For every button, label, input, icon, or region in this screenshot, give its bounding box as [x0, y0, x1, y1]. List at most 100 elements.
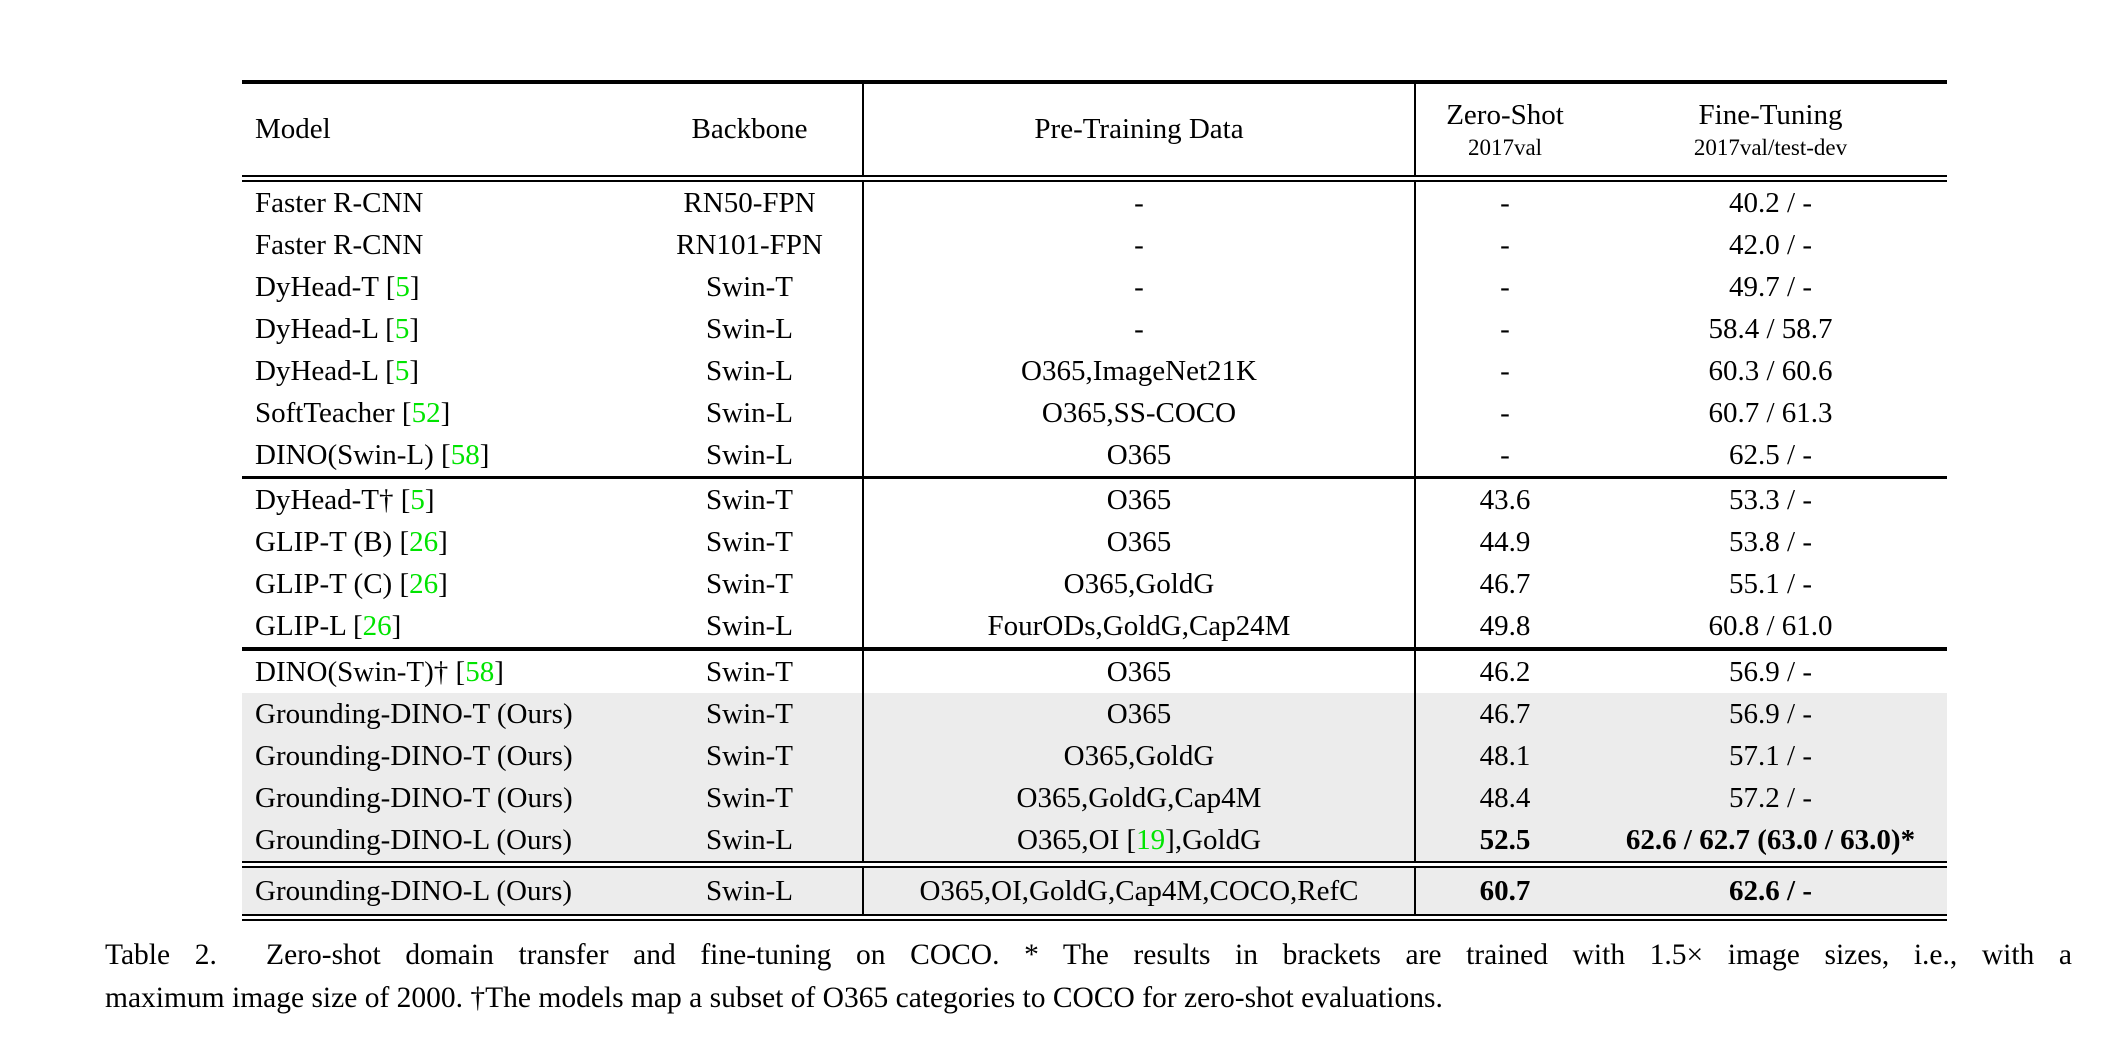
cell-model: Grounding-DINO-T (Ours)	[255, 739, 573, 772]
cell-zeroshot: -	[1414, 224, 1594, 266]
cell-pretrain: -	[862, 266, 1414, 308]
table-header-row: Model Backbone Pre-Training Data Zero-Sh…	[242, 84, 1947, 175]
cell-finetune: 49.7 / -	[1729, 270, 1812, 303]
cell-zeroshot: -	[1414, 434, 1594, 476]
table-row: DyHead-T† [5] Swin-T O365 43.6 53.3 / -	[242, 479, 1947, 521]
cell-zeroshot: 52.5	[1414, 819, 1594, 861]
table-row: DINO(Swin-T)† [58] Swin-T O365 46.2 56.9 / -	[242, 651, 1947, 693]
cell-backbone: Swin-T	[706, 567, 793, 600]
cell-pretrain: -	[862, 308, 1414, 350]
cell-model: DyHead-T† [5]	[255, 483, 435, 516]
cell-finetune: 53.3 / -	[1729, 483, 1812, 516]
cell-finetune: 60.8 / 61.0	[1708, 609, 1833, 642]
table-row: Grounding-DINO-L (Ours) Swin-L O365,OI [19…	[242, 819, 1947, 861]
cell-pretrain: O365,OI [19],GoldG	[862, 819, 1414, 861]
table-row: Grounding-DINO-T (Ours) Swin-T O365 46.7 56.…	[242, 693, 1947, 735]
table-row: Grounding-DINO-L (Ours) Swin-L O365,OI,Gol…	[242, 868, 1947, 914]
cell-model: DyHead-T [5]	[255, 270, 420, 303]
cell-pretrain: O365	[862, 521, 1414, 563]
cell-backbone: Swin-L	[706, 823, 793, 856]
cell-backbone: Swin-T	[706, 270, 793, 303]
citation-number: 19	[1136, 823, 1166, 856]
cell-model: Grounding-DINO-L (Ours)	[255, 823, 573, 856]
cell-finetune: 60.3 / 60.6	[1708, 354, 1833, 387]
col-header-finetune-title: Fine-Tuning	[1698, 98, 1843, 131]
citation-number: 5	[410, 483, 425, 516]
cell-model: DINO(Swin-T)† [58]	[255, 655, 504, 688]
table-top-rule	[242, 80, 1947, 84]
cell-model: DINO(Swin-L) [58]	[255, 438, 490, 471]
citation-number: 26	[409, 525, 439, 558]
cell-finetune: 57.2 / -	[1729, 781, 1812, 814]
col-header-zeroshot: Zero-Shot 2017val	[1414, 84, 1594, 175]
col-header-zeroshot-title: Zero-Shot	[1446, 98, 1564, 131]
cell-model: Faster R-CNN	[255, 186, 424, 219]
table-caption: Table 2. Zero-shot domain transfer and f…	[105, 934, 2072, 1020]
cell-finetune: 62.5 / -	[1729, 438, 1812, 471]
table-group-rule	[242, 476, 1947, 479]
cell-model: DyHead-L [5]	[255, 354, 420, 387]
citation-number: 58	[465, 655, 495, 688]
cell-finetune: 62.6 / 62.7 (63.0 / 63.0)*	[1625, 823, 1916, 856]
cell-backbone: Swin-T	[706, 697, 793, 730]
cell-pretrain: O365	[862, 479, 1414, 521]
table-row: DyHead-T [5] Swin-T - - 49.7 / -	[242, 266, 1947, 308]
cell-zeroshot: -	[1414, 266, 1594, 308]
cell-model: GLIP-T (C) [26]	[255, 567, 448, 600]
table-row: SoftTeacher [52] Swin-L O365,SS-COCO - 60.7 …	[242, 392, 1947, 434]
cell-finetune: 60.7 / 61.3	[1708, 396, 1833, 429]
citation-number: 26	[409, 567, 439, 600]
col-header-pretrain: Pre-Training Data	[862, 84, 1414, 175]
citation-number: 5	[394, 354, 410, 387]
cell-finetune: 56.9 / -	[1729, 697, 1812, 730]
cell-pretrain: O365,SS-COCO	[862, 392, 1414, 434]
cell-zeroshot: 46.7	[1414, 693, 1594, 735]
table-header-rule	[242, 175, 1947, 182]
cell-backbone: Swin-L	[706, 438, 793, 471]
cell-pretrain: FourODs,GoldG,Cap24M	[862, 605, 1414, 647]
cell-backbone: Swin-L	[706, 874, 793, 907]
cell-finetune: 42.0 / -	[1729, 228, 1812, 261]
cell-zeroshot: -	[1414, 392, 1594, 434]
cell-pretrain: O365,GoldG	[862, 735, 1414, 777]
table-row: GLIP-T (B) [26] Swin-T O365 44.9 53.8 / -	[242, 521, 1947, 563]
cell-zeroshot: -	[1414, 350, 1594, 392]
cell-finetune: 62.6 / -	[1729, 874, 1812, 907]
cell-backbone: Swin-L	[706, 609, 793, 642]
cell-pretrain: O365,GoldG,Cap4M	[862, 777, 1414, 819]
cell-zeroshot: 43.6	[1414, 479, 1594, 521]
cell-pretrain: O365	[862, 651, 1414, 693]
cell-zeroshot: 60.7	[1414, 868, 1594, 914]
col-header-finetune-subtitle: 2017val/test-dev	[1693, 134, 1848, 160]
cell-model: Grounding-DINO-T (Ours)	[255, 781, 573, 814]
table-row: DyHead-L [5] Swin-L O365,ImageNet21K - 60.3 …	[242, 350, 1947, 392]
cell-zeroshot: -	[1414, 182, 1594, 224]
table-row: DINO(Swin-L) [58] Swin-L O365- 62.5 / -	[242, 434, 1947, 476]
cell-pretrain: O365,GoldG	[862, 563, 1414, 605]
cell-zeroshot: 48.1	[1414, 735, 1594, 777]
cell-zeroshot: 46.7	[1414, 563, 1594, 605]
citation-number: 26	[362, 609, 392, 642]
cell-pretrain: O365,ImageNet21K	[862, 350, 1414, 392]
citation-number: 58	[450, 438, 480, 471]
cell-pretrain: -	[862, 182, 1414, 224]
cell-backbone: Swin-T	[706, 781, 793, 814]
cell-backbone: Swin-T	[706, 525, 793, 558]
cell-pretrain: O365	[862, 693, 1414, 735]
cell-model: Grounding-DINO-T (Ours)	[255, 697, 573, 730]
cell-finetune: 53.8 / -	[1729, 525, 1812, 558]
cell-finetune: 55.1 / -	[1729, 567, 1812, 600]
table-row: Faster R-CNN RN101-FPN - - 42.0 / -	[242, 224, 1947, 266]
cell-zeroshot: 49.8	[1414, 605, 1594, 647]
cell-pretrain: O365	[862, 434, 1414, 476]
cell-model: Faster R-CNN	[255, 228, 424, 261]
results-table: Model Backbone Pre-Training Data Zero-Sh…	[242, 80, 1947, 921]
col-header-backbone: Backbone	[691, 113, 808, 145]
citation-number: 5	[395, 270, 410, 303]
cell-model: DyHead-L [5]	[255, 312, 420, 345]
table-bottom-rule	[242, 914, 1947, 921]
citation-number: 52	[411, 396, 441, 429]
cell-finetune: 40.2 / -	[1729, 186, 1812, 219]
cell-backbone: RN101-FPN	[676, 228, 823, 261]
table-row: Grounding-DINO-T (Ours) Swin-T O365,GoldG,…	[242, 777, 1947, 819]
